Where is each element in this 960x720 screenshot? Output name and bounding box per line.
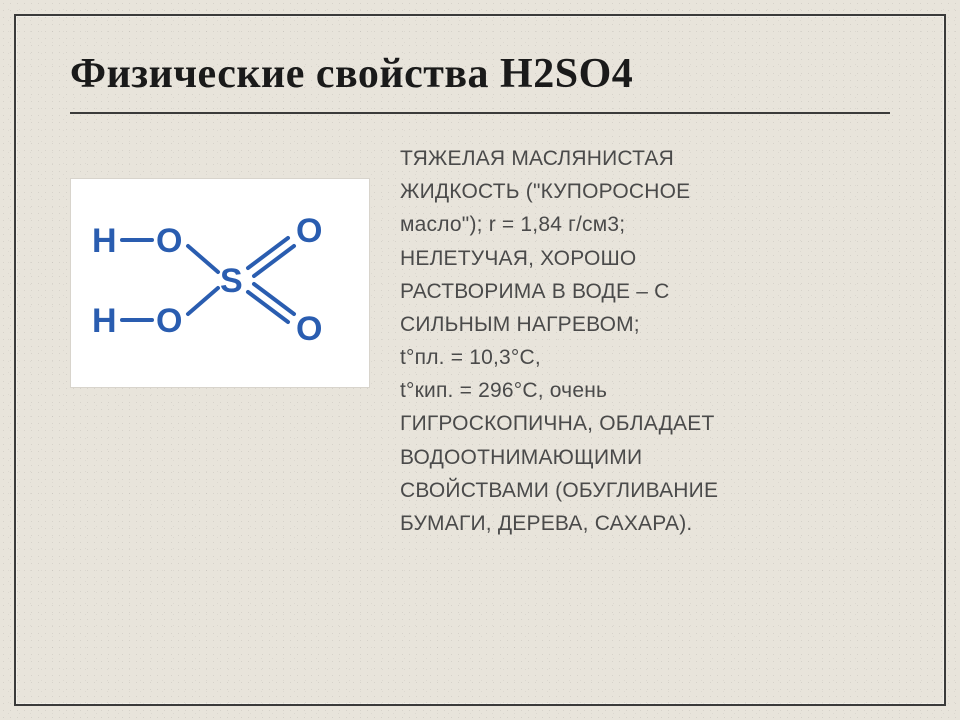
slide-frame: Физические свойства H2SO4 xyxy=(14,14,946,706)
atom-O2: O xyxy=(156,302,182,340)
body-line: растворима в воде – с xyxy=(400,280,670,303)
bonds xyxy=(122,238,294,322)
body-line: t°пл. = 10,3°С, xyxy=(400,346,541,369)
body-line: t°кип. = 296°С, очень xyxy=(400,379,607,402)
body-line: гигроскопична, обладает xyxy=(400,412,715,435)
atom-labels: H H O O S O O xyxy=(92,212,322,348)
slide-title: Физические свойства H2SO4 xyxy=(70,50,890,114)
atom-H2: H xyxy=(92,302,117,340)
atom-O4: O xyxy=(296,310,322,348)
body-text: Тяжелая маслянистая жидкость ("купоросное… xyxy=(400,142,890,540)
molecule-figure: H H O O S O O xyxy=(70,178,370,388)
body-line: масло"); r = 1,84 г/см3; xyxy=(400,213,625,236)
atom-O1: O xyxy=(156,222,182,260)
body-line: сильным нагревом; xyxy=(400,313,640,336)
atom-S: S xyxy=(220,262,243,300)
slide-row: H H O O S O O Тяжелая маслянистая жидкост… xyxy=(70,142,890,540)
body-line: Тяжелая маслянистая xyxy=(400,147,674,170)
body-line: водоотнимающими xyxy=(400,446,642,469)
body-line: нелетучая, хорошо xyxy=(400,247,636,270)
atom-O3: O xyxy=(296,212,322,250)
body-line: свойствами (обугливание xyxy=(400,479,718,502)
body-line: жидкость ("купоросное xyxy=(400,180,690,203)
molecule-svg: H H O O S O O xyxy=(80,188,360,378)
body-line: бумаги, дерева, сахара). xyxy=(400,512,692,535)
atom-H1: H xyxy=(92,222,117,260)
slide-content: Физические свойства H2SO4 xyxy=(16,16,944,704)
